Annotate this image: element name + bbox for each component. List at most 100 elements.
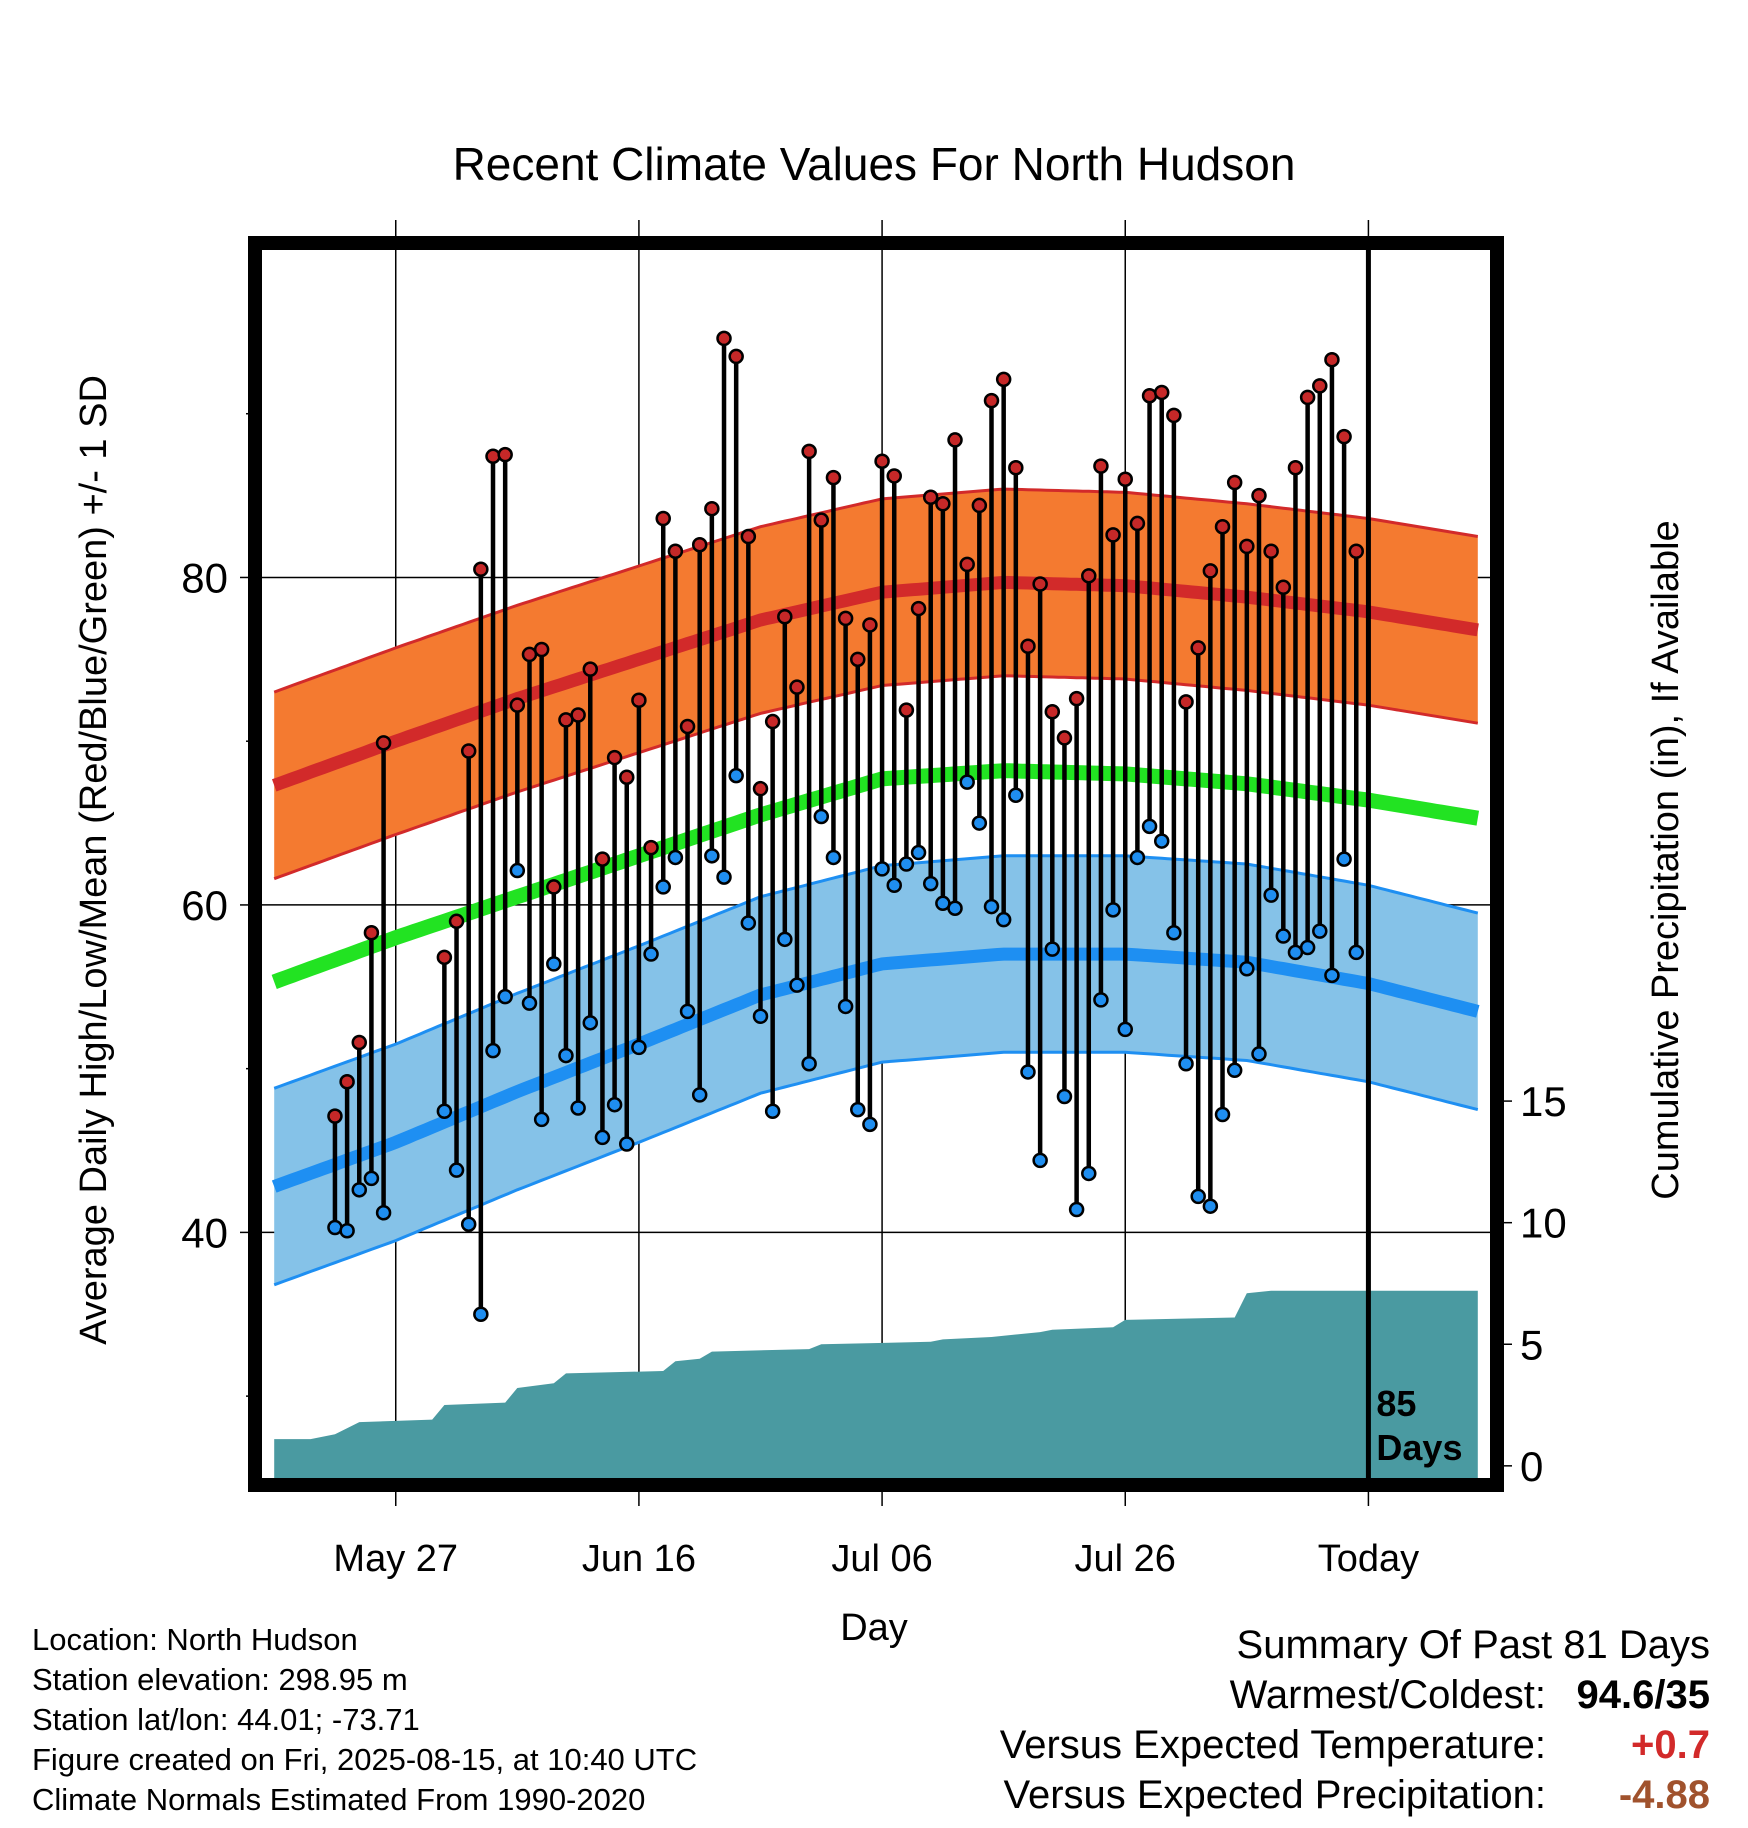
daily-range-bars bbox=[332, 338, 1359, 1315]
daily-low-point bbox=[1166, 925, 1182, 941]
daily-low-point bbox=[850, 1101, 866, 1118]
daily-high-point bbox=[1166, 407, 1182, 424]
daily-high-point bbox=[655, 510, 671, 527]
daily-high-point bbox=[1081, 568, 1097, 584]
daily-low-point bbox=[473, 1306, 489, 1323]
daily-high-point bbox=[643, 839, 659, 856]
daily-high-point bbox=[485, 448, 501, 465]
daily-low-point bbox=[606, 1096, 623, 1113]
daily-low-point bbox=[691, 1087, 708, 1103]
daily-low-point bbox=[959, 774, 975, 790]
precipitation-fill bbox=[274, 1290, 1478, 1478]
warmest-label: Warmest/Coldest: bbox=[1229, 1673, 1546, 1717]
precip-diff-value: -4.88 bbox=[1618, 1773, 1710, 1817]
daily-low-point bbox=[1202, 1198, 1219, 1214]
daily-low-point bbox=[533, 1111, 550, 1128]
daily-high-point bbox=[339, 1074, 355, 1090]
daily-high-point bbox=[935, 496, 951, 512]
y-tick-label: 60 bbox=[181, 882, 228, 929]
daily-high-point bbox=[1032, 576, 1048, 592]
daily-low-point bbox=[521, 995, 538, 1011]
y-tick-label: 40 bbox=[181, 1209, 228, 1256]
elevation-text: Station elevation: 298.95 m bbox=[32, 1662, 408, 1697]
daily-high-point bbox=[898, 702, 915, 718]
x-tick-label: Jun 16 bbox=[582, 1538, 696, 1580]
daily-low-point bbox=[1081, 1165, 1097, 1182]
today-days-word: Days bbox=[1376, 1427, 1462, 1468]
daily-low-point bbox=[558, 1047, 574, 1064]
daily-low-point bbox=[1032, 1152, 1048, 1169]
daily-high-point bbox=[436, 949, 453, 966]
daily-low-point bbox=[1093, 992, 1109, 1008]
y2-tick-label: 0 bbox=[1520, 1443, 1543, 1490]
daily-low-point bbox=[1214, 1106, 1231, 1123]
precip-diff-label: Versus Expected Precipitation: bbox=[1003, 1773, 1546, 1817]
daily-low-point bbox=[631, 1039, 647, 1056]
daily-low-point bbox=[716, 869, 732, 885]
daily-low-point bbox=[1008, 787, 1024, 803]
daily-high-point bbox=[1044, 703, 1061, 720]
normal-bands bbox=[271, 487, 1480, 1287]
daily-high-point bbox=[1324, 351, 1340, 368]
daily-low-point bbox=[910, 844, 927, 861]
y2-tick-label: 10 bbox=[1520, 1200, 1567, 1247]
daily-low-point bbox=[448, 1162, 465, 1178]
summary-warmest-row: Warmest/Coldest: 94.6/35 bbox=[1000, 1670, 1710, 1720]
summary-temp-row: Versus Expected Temperature: +0.7 bbox=[1000, 1720, 1710, 1770]
normal-low-lower-edge bbox=[273, 1050, 1479, 1287]
daily-low-point bbox=[874, 861, 890, 877]
daily-high-point bbox=[351, 1034, 368, 1051]
daily-high-point bbox=[764, 713, 781, 730]
daily-high-point bbox=[1312, 378, 1328, 394]
summary-panel: Summary Of Past 81 Days Warmest/Coldest:… bbox=[1000, 1620, 1710, 1820]
daily-high-point bbox=[570, 707, 586, 723]
daily-high-point bbox=[509, 697, 526, 713]
station-info: Location: North Hudson Station elevation… bbox=[32, 1620, 697, 1820]
daily-high-point bbox=[619, 769, 635, 785]
daily-high-point bbox=[801, 443, 817, 460]
daily-high-point bbox=[910, 600, 927, 617]
daily-low-point bbox=[1178, 1056, 1194, 1072]
daily-high-point bbox=[594, 851, 611, 867]
daily-points bbox=[327, 330, 1365, 1323]
x-tick-label: Jul 06 bbox=[831, 1538, 932, 1580]
y-axis-label: Average Daily High/Low/Mean (Red/Blue/Gr… bbox=[73, 375, 115, 1345]
daily-high-point bbox=[497, 446, 513, 463]
daily-low-point bbox=[995, 911, 1012, 928]
daily-low-point bbox=[1324, 967, 1340, 984]
daily-high-point bbox=[1056, 730, 1073, 746]
daily-low-point bbox=[1129, 849, 1146, 866]
daily-high-point bbox=[1129, 515, 1146, 532]
daily-low-point bbox=[1105, 902, 1121, 918]
normal-high-lower-edge bbox=[273, 674, 1479, 881]
plot-frame bbox=[248, 236, 1504, 1492]
daily-high-point bbox=[1117, 471, 1133, 487]
axes: 40 60 80 0 5 10 15 May 27 Jun 16 Jul 06 Jul 26 Toda… bbox=[181, 220, 1567, 1580]
daily-high-point bbox=[1105, 527, 1121, 543]
daily-low-point bbox=[679, 1003, 696, 1020]
daily-low-point bbox=[1117, 1021, 1133, 1038]
latlon-text: Station lat/lon: 44.01; -73.71 bbox=[32, 1702, 420, 1737]
daily-high-point bbox=[582, 661, 599, 677]
daily-high-point bbox=[1287, 460, 1304, 476]
precipitation-area bbox=[274, 1290, 1478, 1478]
daily-high-point bbox=[752, 780, 769, 797]
daily-low-point bbox=[351, 1182, 368, 1198]
daily-low-point bbox=[1068, 1201, 1085, 1218]
daily-low-point bbox=[1299, 939, 1316, 956]
daily-high-point bbox=[1275, 579, 1292, 596]
daily-low-point bbox=[570, 1100, 586, 1116]
daily-high-point bbox=[1263, 543, 1279, 560]
temp-diff-label: Versus Expected Temperature: bbox=[999, 1723, 1546, 1767]
daily-high-point bbox=[691, 536, 708, 553]
daily-high-point bbox=[375, 735, 392, 751]
summary-title: Summary Of Past 81 Days bbox=[1236, 1623, 1710, 1667]
daily-high-point bbox=[1226, 474, 1243, 491]
daily-low-point bbox=[1348, 944, 1365, 961]
daily-low-point bbox=[1044, 941, 1061, 957]
daily-low-point bbox=[837, 998, 854, 1015]
daily-low-point bbox=[509, 862, 526, 879]
daily-low-point bbox=[704, 848, 720, 864]
x-tick-label: May 27 bbox=[333, 1538, 458, 1580]
daily-high-point bbox=[740, 528, 757, 545]
